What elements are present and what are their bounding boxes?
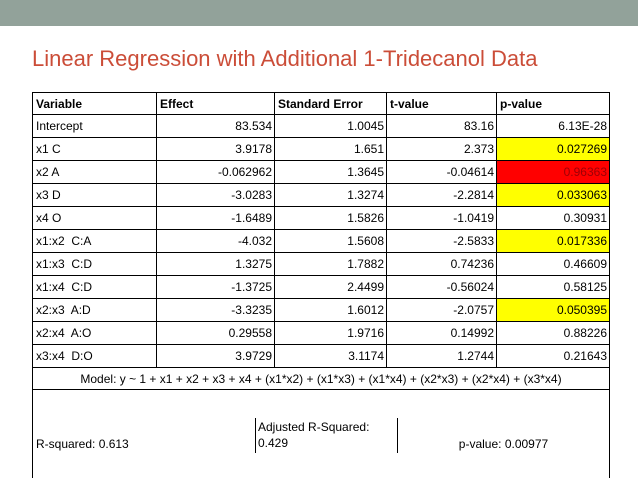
effect-cell: 3.9178 [156, 137, 275, 161]
slide-title: Linear Regression with Additional 1-Trid… [32, 46, 538, 71]
column-header-standard-error: Standard Error [274, 92, 387, 115]
std-error-cell: 1.651 [274, 137, 387, 161]
t-value-cell: 83.16 [386, 114, 497, 138]
variable-cell: Intercept [32, 114, 157, 138]
effect-cell: -4.032 [156, 229, 275, 253]
effect-cell: -3.0283 [156, 183, 275, 207]
variable-cell: x4 O [32, 206, 157, 230]
t-value-cell: -2.2814 [386, 183, 497, 207]
adjusted-r-squared-number: 0.429 [258, 436, 289, 450]
table-row-x2: x2 A -0.062962 1.3645 -0.04614 0.96363 [32, 160, 610, 184]
std-error-cell: 1.3274 [274, 183, 387, 207]
t-value-cell: -2.0757 [386, 298, 497, 322]
table-row-x1: x1 C 3.9178 1.651 2.373 0.027269 [32, 137, 610, 161]
std-error-cell: 1.5608 [274, 229, 387, 253]
std-error-cell: 1.3645 [274, 160, 387, 184]
t-value-cell: 2.373 [386, 137, 497, 161]
effect-cell: 1.3275 [156, 252, 275, 276]
table-row-x3x4: x3:x4 D:O 3.9729 3.1174 1.2744 0.21643 [32, 344, 610, 368]
adjusted-r-squared-label: Adjusted R-Squared: [258, 420, 370, 434]
p-value-cell: 0.58125 [496, 275, 610, 299]
slide-top-accent-bar [0, 0, 638, 26]
effect-cell: -0.062962 [156, 160, 275, 184]
variable-cell: x2:x3 A:D [32, 298, 157, 322]
column-header-variable: Variable [32, 92, 157, 115]
p-value-cell: 0.30931 [496, 206, 610, 230]
model-p-value: p-value: 0.00977 [458, 437, 549, 451]
p-value-cell-highlighted: 0.033063 [496, 183, 610, 207]
t-value-cell: 0.74236 [386, 252, 497, 276]
p-value-cell: 0.21643 [496, 344, 610, 368]
table-row-intercept: Intercept 83.534 1.0045 83.16 6.13E-28 [32, 114, 610, 138]
p-value-cell-highlighted: 0.017336 [496, 229, 610, 253]
column-header-p-value: p-value [496, 92, 610, 115]
r-squared-value: R-squared: 0.613 [36, 437, 129, 451]
table-row-x3: x3 D -3.0283 1.3274 -2.2814 0.033063 [32, 183, 610, 207]
t-value-cell: 1.2744 [386, 344, 497, 368]
column-header-effect: Effect [156, 92, 275, 115]
t-value-cell: -2.5833 [386, 229, 497, 253]
variable-cell: x2:x4 A:O [32, 321, 157, 345]
p-value-cell: 0.88226 [496, 321, 610, 345]
table-row-x4: x4 O -1.6489 1.5826 -1.0419 0.30931 [32, 206, 610, 230]
regression-results-table: Variable Effect Standard Error t-value p… [32, 92, 610, 478]
effect-cell: 0.29558 [156, 321, 275, 345]
p-value-cell: 0.46609 [496, 252, 610, 276]
variable-cell: x1:x4 C:D [32, 275, 157, 299]
p-value-cell-highlighted: 0.050395 [496, 298, 610, 322]
std-error-cell: 1.5826 [274, 206, 387, 230]
table-row-x2x4: x2:x4 A:O 0.29558 1.9716 0.14992 0.88226 [32, 321, 610, 345]
effect-cell: -3.3235 [156, 298, 275, 322]
effect-cell: -1.3725 [156, 275, 275, 299]
adjusted-r-squared-value: Adjusted R-Squared: 0.429 [255, 418, 398, 453]
std-error-cell: 3.1174 [274, 344, 387, 368]
std-error-cell: 1.7882 [274, 252, 387, 276]
std-error-cell: 1.6012 [274, 298, 387, 322]
column-header-t-value: t-value [386, 92, 497, 115]
fit-summary-row: R-squared: 0.613 Adjusted R-Squared: 0.42… [32, 389, 610, 478]
table-header-row: Variable Effect Standard Error t-value p… [32, 92, 610, 115]
variable-cell: x2 A [32, 160, 157, 184]
t-value-cell: -0.04614 [386, 160, 497, 184]
p-value-cell-highlighted: 0.96363 [496, 160, 610, 184]
p-value-cell-highlighted: 0.027269 [496, 137, 610, 161]
effect-cell: 3.9729 [156, 344, 275, 368]
model-formula: Model: y ~ 1 + x1 + x2 + x3 + x4 + (x1*x… [32, 367, 610, 390]
model-formula-row: Model: y ~ 1 + x1 + x2 + x3 + x4 + (x1*x… [32, 367, 610, 390]
variable-cell: x3:x4 D:O [32, 344, 157, 368]
variable-cell: x1:x2 C:A [32, 229, 157, 253]
variable-cell: x3 D [32, 183, 157, 207]
p-value-cell: 6.13E-28 [496, 114, 610, 138]
table-row-x1x3: x1:x3 C:D 1.3275 1.7882 0.74236 0.46609 [32, 252, 610, 276]
fit-summary: R-squared: 0.613 Adjusted R-Squared: 0.42… [34, 418, 609, 453]
t-value-cell: 0.14992 [386, 321, 497, 345]
table-row-x1x2: x1:x2 C:A -4.032 1.5608 -2.5833 0.017336 [32, 229, 610, 253]
table-row-x1x4: x1:x4 C:D -1.3725 2.4499 -0.56024 0.5812… [32, 275, 610, 299]
std-error-cell: 1.0045 [274, 114, 387, 138]
effect-cell: -1.6489 [156, 206, 275, 230]
table-row-x2x3: x2:x3 A:D -3.3235 1.6012 -2.0757 0.05039… [32, 298, 610, 322]
std-error-cell: 1.9716 [274, 321, 387, 345]
variable-cell: x1:x3 C:D [32, 252, 157, 276]
variable-cell: x1 C [32, 137, 157, 161]
t-value-cell: -0.56024 [386, 275, 497, 299]
effect-cell: 83.534 [156, 114, 275, 138]
std-error-cell: 2.4499 [274, 275, 387, 299]
t-value-cell: -1.0419 [386, 206, 497, 230]
fit-summary-cell: R-squared: 0.613 Adjusted R-Squared: 0.42… [32, 389, 610, 478]
